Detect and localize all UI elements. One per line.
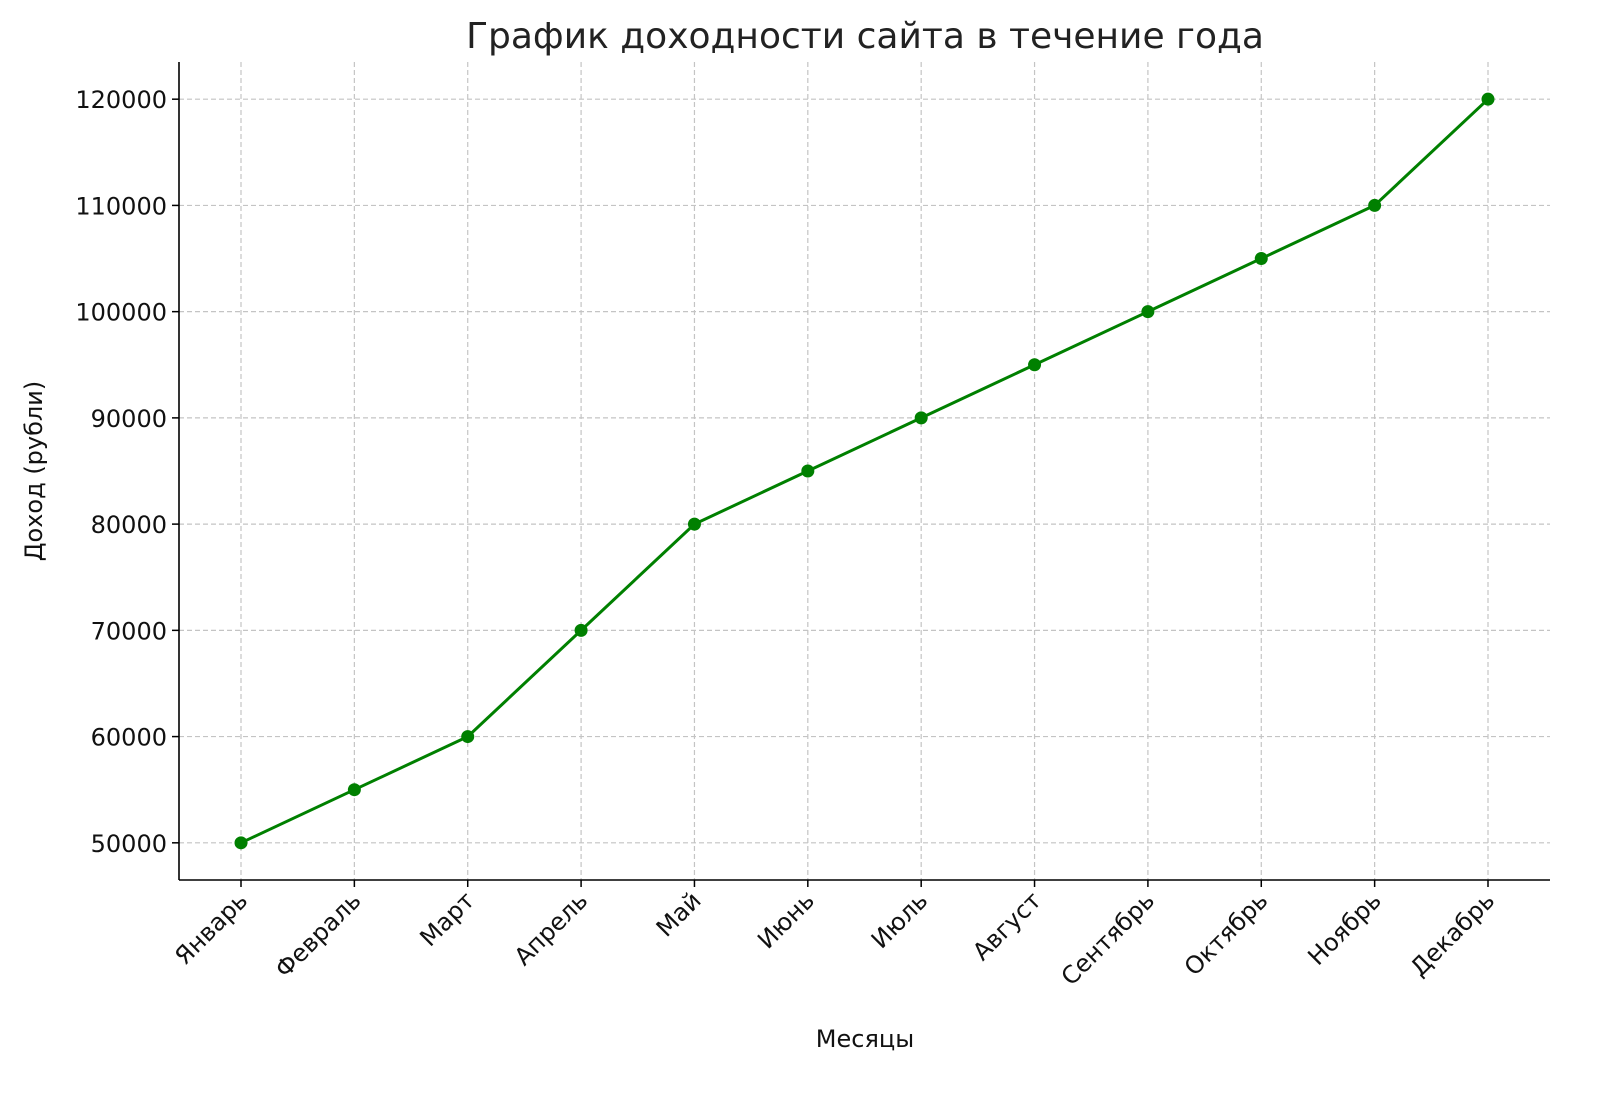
data-point	[687, 517, 701, 531]
y-tick-label: 100000	[75, 299, 167, 327]
y-tick-label: 120000	[75, 86, 167, 114]
x-tick-label: Июнь	[752, 886, 820, 954]
x-tick-label: Сентябрь	[1056, 886, 1161, 991]
x-tick-label: Декабрь	[1405, 886, 1500, 981]
x-tick-label: Октябрь	[1179, 886, 1274, 981]
data-point	[1254, 252, 1268, 266]
y-tick-label: 80000	[91, 511, 167, 539]
x-tick-label: Август	[967, 886, 1047, 966]
data-point	[1481, 92, 1495, 106]
y-tick-label: 90000	[91, 405, 167, 433]
y-tick-label: 70000	[91, 617, 167, 645]
grid	[179, 62, 1550, 880]
data-point	[234, 836, 248, 850]
y-tick-label: 50000	[91, 830, 167, 858]
axes	[178, 62, 1550, 881]
data-point	[347, 783, 361, 797]
y-ticks: 50000 60000 70000 80000 90000 100000 110000 120…	[75, 86, 179, 858]
x-tick-label: Май	[651, 886, 707, 942]
x-tick-label: Июль	[866, 886, 934, 954]
x-tick-label: Январь	[169, 886, 253, 970]
data-point	[1028, 358, 1042, 372]
data-point	[1141, 305, 1155, 319]
data-point	[914, 411, 928, 425]
data-point	[574, 623, 588, 637]
chart-title: График доходности сайта в течение года	[466, 16, 1264, 57]
x-ticks: Январь Февраль Март Апрель Май Июнь Июль Август…	[169, 880, 1500, 991]
x-tick-label: Март	[414, 886, 480, 952]
data-point	[801, 464, 815, 478]
x-tick-label: Апрель	[509, 886, 594, 971]
series	[234, 92, 1495, 850]
y-tick-label: 110000	[75, 192, 167, 220]
y-axis-label: Доход (рубли)	[20, 381, 48, 561]
x-tick-label: Февраль	[270, 886, 367, 983]
y-tick-label: 60000	[91, 724, 167, 752]
data-point	[461, 730, 475, 744]
data-point	[1368, 198, 1382, 212]
series-line	[240, 98, 1490, 845]
x-tick-label: Ноябрь	[1302, 886, 1386, 970]
x-axis-label: Месяцы	[816, 1025, 914, 1053]
